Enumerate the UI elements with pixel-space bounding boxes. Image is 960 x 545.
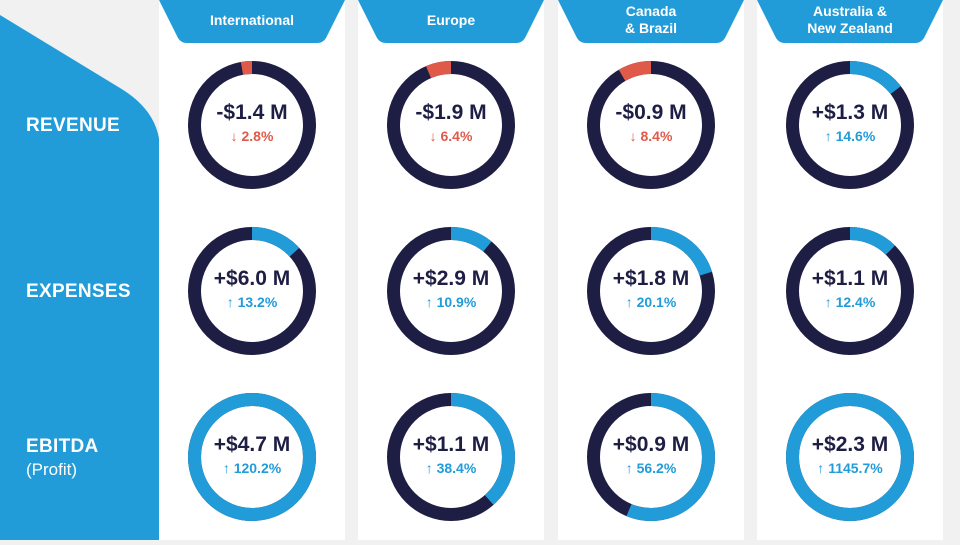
delta-percent: ↑ 10.9% <box>387 294 515 310</box>
arrow-up-icon: ↑ <box>817 460 825 476</box>
percent-text: 38.4% <box>436 460 477 476</box>
arrow-up-icon: ↑ <box>226 294 234 310</box>
delta-percent: ↓ 6.4% <box>387 128 515 144</box>
delta-percent: ↑ 1145.7% <box>786 460 914 476</box>
donut-track <box>387 61 515 189</box>
delta-value: +$0.9 M <box>612 433 690 456</box>
percent-text: 2.8% <box>241 128 274 144</box>
delta-percent: ↓ 8.4% <box>587 128 715 144</box>
delta-percent: ↓ 2.8% <box>188 128 316 144</box>
donut-track <box>587 61 715 189</box>
arrow-up-icon: ↑ <box>625 294 633 310</box>
delta-value: +$1.1 M <box>811 267 889 290</box>
region-name: International <box>209 11 294 28</box>
region-column: International -$1.4 M ↓ 2.8% +$6.0 M ↑ 1… <box>159 0 345 540</box>
delta-percent: ↑ 20.1% <box>587 294 715 310</box>
arrow-up-icon: ↑ <box>625 460 633 476</box>
donut-fill <box>387 393 515 521</box>
arrow-down-icon: ↓ <box>429 128 437 144</box>
region-name: Canada & Brazil <box>624 3 678 36</box>
arrow-up-icon: ↑ <box>824 294 832 310</box>
delta-percent: ↑ 12.4% <box>786 294 914 310</box>
donut-gauge: -$1.4 M ↓ 2.8% <box>188 61 316 189</box>
donut-gauge: +$2.9 M ↑ 10.9% <box>387 227 515 355</box>
delta-value: +$2.3 M <box>811 433 889 456</box>
donut-gauge: +$1.1 M ↑ 12.4% <box>786 227 914 355</box>
donut-fill <box>587 393 715 521</box>
donut-gauge: +$6.0 M ↑ 13.2% <box>188 227 316 355</box>
delta-value: +$4.7 M <box>213 433 291 456</box>
row-label-panel: REVENUE EXPENSES EBITDA (Profit) <box>0 0 160 540</box>
donut-gauge: +$0.9 M ↑ 56.2% <box>587 393 715 521</box>
arrow-up-icon: ↑ <box>222 460 230 476</box>
side-panel-shape <box>0 15 160 540</box>
donut-fill <box>587 61 715 189</box>
region-column: Europe -$1.9 M ↓ 6.4% +$2.9 M ↑ 10.9% +$… <box>358 0 544 540</box>
percent-text: 20.1% <box>636 294 677 310</box>
percent-text: 12.4% <box>835 294 876 310</box>
donut-track <box>188 61 316 189</box>
donut-fill <box>387 61 515 189</box>
percent-text: 14.6% <box>835 128 876 144</box>
row-sublabel-profit: (Profit) <box>26 460 77 479</box>
delta-value: +$1.8 M <box>612 267 690 290</box>
region-header-tab: Australia & New Zealand <box>757 0 943 43</box>
delta-percent: ↑ 13.2% <box>188 294 316 310</box>
percent-text: 6.4% <box>440 128 473 144</box>
delta-percent: ↑ 38.4% <box>387 460 515 476</box>
delta-percent: ↑ 14.6% <box>786 128 914 144</box>
row-label-expenses: EXPENSES <box>26 281 131 302</box>
donut-fill <box>188 227 316 355</box>
donut-gauge: +$1.8 M ↑ 20.1% <box>587 227 715 355</box>
arrow-up-icon: ↑ <box>824 128 832 144</box>
region-header-tab: Europe <box>358 0 544 43</box>
delta-value: -$1.4 M <box>216 101 288 124</box>
donut-gauge: -$0.9 M ↓ 8.4% <box>587 61 715 189</box>
percent-text: 8.4% <box>640 128 673 144</box>
delta-value: +$1.3 M <box>811 101 889 124</box>
donut-fill <box>587 227 715 355</box>
region-name: Europe <box>426 11 476 28</box>
percent-text: 10.9% <box>436 294 477 310</box>
delta-value: +$1.1 M <box>412 433 490 456</box>
donut-fill <box>786 393 914 521</box>
arrow-down-icon: ↓ <box>629 128 637 144</box>
percent-text: 120.2% <box>233 460 282 476</box>
arrow-down-icon: ↓ <box>230 128 238 144</box>
delta-value: +$6.0 M <box>213 267 291 290</box>
donut-gauge: +$1.3 M ↑ 14.6% <box>786 61 914 189</box>
region-header-tab: Canada & Brazil <box>558 0 744 43</box>
arrow-up-icon: ↑ <box>425 460 433 476</box>
donut-fill <box>786 227 914 355</box>
donut-gauge: +$1.1 M ↑ 38.4% <box>387 393 515 521</box>
row-label-revenue: REVENUE <box>26 115 120 136</box>
delta-value: -$1.9 M <box>415 101 487 124</box>
delta-percent: ↑ 120.2% <box>188 460 316 476</box>
donut-track <box>786 227 914 355</box>
row-label-ebitda: EBITDA <box>26 436 99 457</box>
donut-fill <box>188 393 316 521</box>
region-header-tab: International <box>159 0 345 43</box>
percent-text: 56.2% <box>636 460 677 476</box>
percent-text: 1145.7% <box>828 460 883 476</box>
donut-gauge: +$2.3 M ↑ 1145.7% <box>786 393 914 521</box>
donut-fill <box>387 227 515 355</box>
region-name: Australia & New Zealand <box>807 3 893 36</box>
donut-gauge: +$4.7 M ↑ 120.2% <box>188 393 316 521</box>
region-column: Australia & New Zealand +$1.3 M ↑ 14.6% … <box>757 0 943 540</box>
region-column: Canada & Brazil -$0.9 M ↓ 8.4% +$1.8 M ↑… <box>558 0 744 540</box>
delta-value: -$0.9 M <box>615 101 687 124</box>
donut-fill <box>786 61 914 189</box>
delta-value: +$2.9 M <box>412 267 490 290</box>
delta-percent: ↑ 56.2% <box>587 460 715 476</box>
donut-track <box>387 227 515 355</box>
arrow-up-icon: ↑ <box>425 294 433 310</box>
donut-gauge: -$1.9 M ↓ 6.4% <box>387 61 515 189</box>
percent-text: 13.2% <box>237 294 278 310</box>
donut-fill <box>188 61 316 189</box>
